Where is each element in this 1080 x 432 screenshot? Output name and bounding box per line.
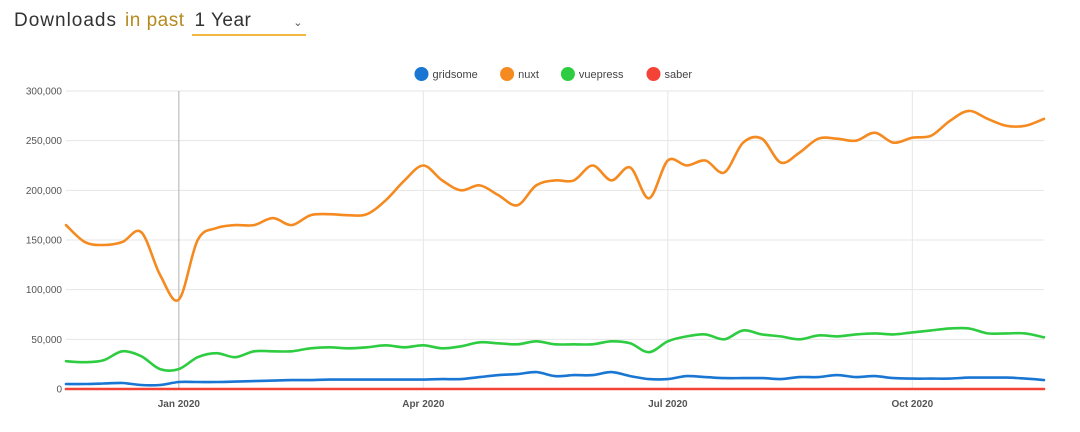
x-tick-label: Jul 2020 xyxy=(648,399,688,410)
legend-marker-nuxt[interactable] xyxy=(500,67,515,81)
y-tick-label: 100,000 xyxy=(26,285,63,296)
legend-label-gridsome[interactable]: gridsome xyxy=(433,69,478,81)
legend-label-saber[interactable]: saber xyxy=(665,69,693,81)
y-tick-label: 150,000 xyxy=(26,236,63,247)
y-tick-label: 200,000 xyxy=(26,186,63,197)
legend-label-nuxt[interactable]: nuxt xyxy=(518,69,539,81)
x-tick-label: Oct 2020 xyxy=(891,399,933,410)
period-select[interactable]: 1 Year ⌄ xyxy=(192,10,307,36)
y-tick-label: 0 xyxy=(56,385,62,396)
x-tick-label: Apr 2020 xyxy=(402,399,445,410)
y-tick-label: 50,000 xyxy=(31,335,62,346)
series-line-vuepress xyxy=(64,326,1046,372)
legend-marker-vuepress[interactable] xyxy=(560,67,575,81)
legend-marker-gridsome[interactable] xyxy=(414,67,429,81)
series-line-gridsome xyxy=(64,370,1046,387)
x-tick-label: Jan 2020 xyxy=(158,399,201,410)
legend-label-vuepress[interactable]: vuepress xyxy=(579,69,624,81)
y-tick-label: 250,000 xyxy=(26,136,63,147)
chart-header: Downloads in past 1 Year ⌄ xyxy=(14,10,307,38)
period-select-value: 1 Year xyxy=(194,10,252,31)
legend-marker-saber[interactable] xyxy=(646,67,661,81)
in-past-label: in past xyxy=(125,10,185,31)
downloads-label: Downloads xyxy=(14,10,117,31)
series-line-nuxt xyxy=(64,109,1046,302)
chevron-down-icon: ⌄ xyxy=(293,17,303,29)
downloads-chart: 0 50,000 100,000 150,000 200,000 250,000 300,0… xyxy=(26,67,1046,410)
y-tick-label: 300,000 xyxy=(26,87,63,98)
